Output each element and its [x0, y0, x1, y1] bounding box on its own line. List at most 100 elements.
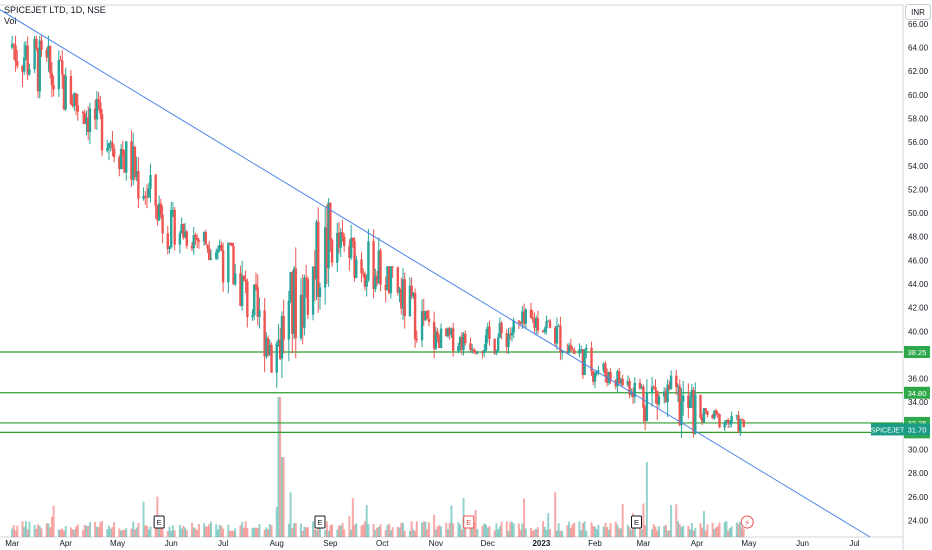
candle-body [100, 113, 104, 151]
volume-bar [123, 529, 126, 537]
candle-body [581, 349, 585, 375]
volume-bar [410, 521, 413, 537]
candle-body [521, 311, 524, 324]
candle-body [313, 266, 316, 280]
candle-body [106, 148, 109, 151]
y-tick-label: 62.00 [908, 67, 929, 76]
candle-body [690, 389, 694, 398]
y-tick-label: 34.00 [908, 398, 929, 407]
candle-body [24, 45, 28, 58]
volume-bar [391, 527, 394, 537]
candle-body [524, 309, 528, 324]
volume-bar [652, 524, 655, 537]
candle-body [633, 382, 636, 398]
candle-body [573, 349, 576, 354]
y-tick-label: 36.00 [908, 375, 929, 384]
candle-body [204, 232, 208, 245]
volume-bar [121, 529, 124, 537]
candle-body [554, 327, 557, 344]
candle-body [301, 294, 304, 328]
y-tick-label: 52.00 [908, 185, 929, 194]
volume-bar [26, 529, 29, 537]
volume-bar [171, 525, 174, 537]
volume-bar [16, 525, 19, 537]
volume-label[interactable]: Vol [4, 16, 17, 26]
candle-body [355, 259, 358, 278]
volume-bar [62, 530, 65, 537]
event-markers[interactable]: E E E E ⚡ [153, 515, 754, 529]
volume-bar [118, 528, 121, 537]
candle-body [702, 408, 706, 423]
candle-body [522, 311, 526, 324]
candle-body [451, 328, 455, 352]
candle-body [183, 231, 187, 238]
trendline[interactable] [0, 9, 871, 538]
volume-bar [581, 523, 584, 537]
volume-bar [306, 527, 309, 537]
volume-bar [85, 525, 88, 537]
volume-bar [716, 526, 719, 537]
volume-bar [83, 524, 86, 537]
candle-body [52, 85, 55, 90]
volume-bar [301, 530, 304, 537]
volume-bar [542, 521, 545, 537]
y-tick-label: 30.00 [908, 446, 929, 455]
volume-bar [47, 523, 50, 537]
volume-bar [512, 523, 515, 537]
volume-bar [258, 524, 261, 537]
candle-body [469, 343, 472, 351]
volume-bar [137, 523, 140, 537]
volume-bar [583, 521, 586, 537]
candle-body [329, 202, 332, 240]
volume-bar [644, 525, 647, 537]
candle-body [142, 196, 145, 199]
volume-bar [95, 526, 98, 537]
candle-body [403, 279, 406, 317]
volume-bar [675, 504, 678, 537]
volume-bar [678, 524, 681, 537]
candle-body [652, 386, 655, 388]
candle-body [230, 242, 233, 247]
candle-body [585, 347, 588, 350]
volume-bar [291, 528, 294, 537]
volume-bar [336, 529, 339, 537]
volume-bar [287, 523, 290, 537]
volume-bar [547, 513, 550, 537]
candle-body [507, 334, 510, 348]
volume-bar [585, 530, 588, 537]
volume-bar [76, 524, 79, 537]
volume-bar [723, 522, 726, 537]
candle-body [97, 98, 100, 103]
volume-bar [573, 522, 576, 537]
volume-bar [396, 526, 399, 537]
y-tick-label: 42.00 [908, 304, 929, 313]
volume-bar [571, 524, 574, 537]
candle-body [412, 292, 415, 297]
x-tick-label: Nov [429, 539, 443, 548]
volume-bar [517, 523, 520, 537]
volume-bar [656, 530, 659, 537]
symbol-title[interactable]: SPICEJET LTD, 1D, NSE [4, 5, 106, 15]
currency-button[interactable]: INR [905, 4, 931, 20]
candle-body [547, 320, 550, 322]
candle-body [668, 384, 671, 390]
volume-bar [500, 521, 503, 537]
time-axis[interactable]: Mar Apr May Jun Jul Aug Sep Oct Nov Dec 2023 Feb Mar… [5, 539, 860, 548]
volume-bar [208, 523, 211, 537]
volume-bar [111, 527, 114, 537]
volume-bar [557, 523, 560, 537]
volume-bar [668, 530, 671, 537]
candle-body [123, 155, 126, 173]
volume-bar [414, 530, 417, 537]
last-price-tag [904, 423, 930, 436]
price-axis[interactable]: 24.0026.0028.0030.0032.0034.0036.0038.00… [908, 20, 929, 526]
support-resistance-lines[interactable] [0, 351, 903, 433]
volume-bar [497, 529, 500, 537]
volume-bar [12, 525, 15, 537]
candlestick-series[interactable] [10, 35, 745, 438]
x-tick-label: Apr [59, 539, 72, 548]
candle-body [227, 242, 230, 283]
candle-body [251, 315, 254, 318]
volume-bar [107, 525, 110, 537]
